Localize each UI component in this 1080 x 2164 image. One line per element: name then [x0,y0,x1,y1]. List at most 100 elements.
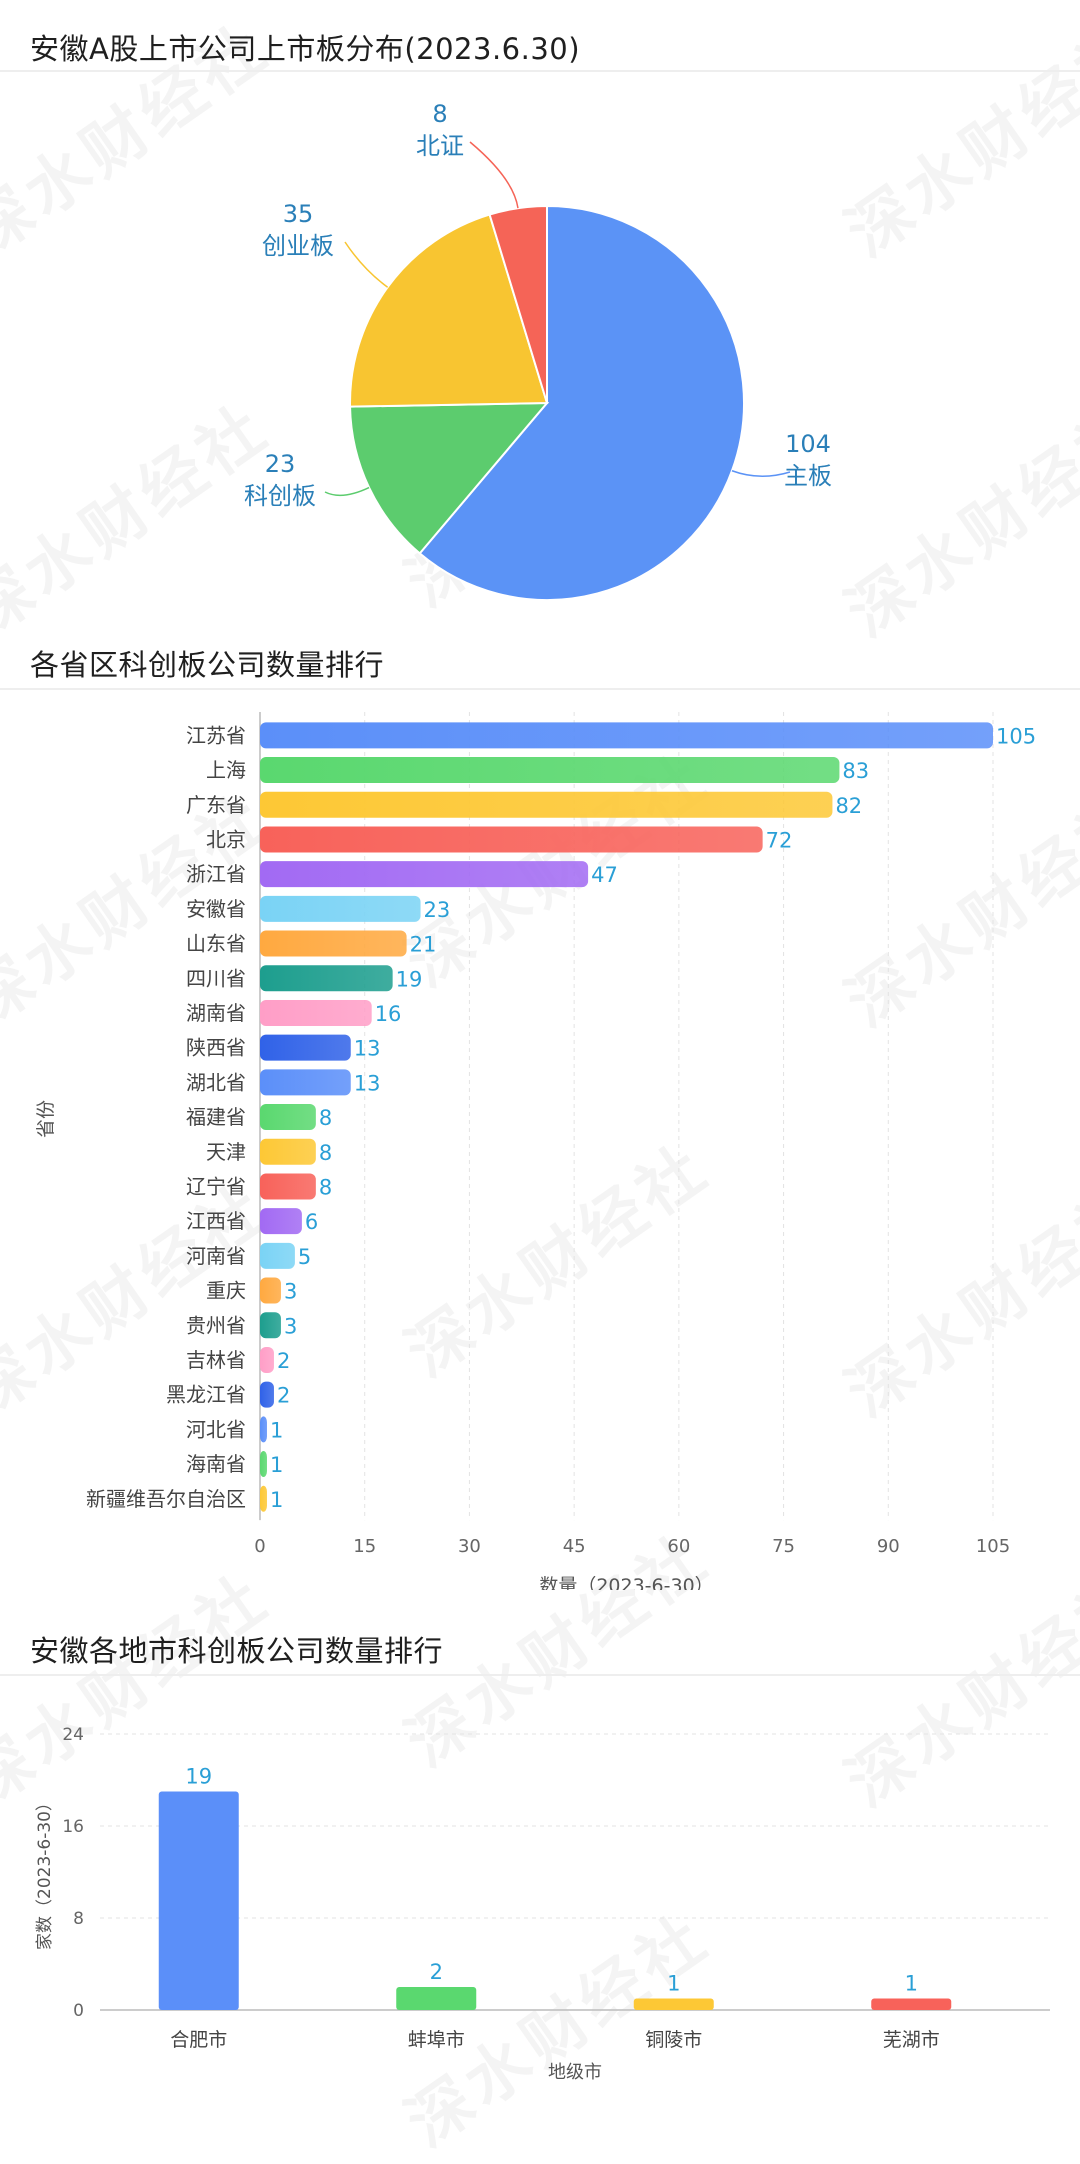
bar-value-label: 1 [270,1418,283,1442]
bar [260,1346,274,1373]
bar [260,1104,316,1131]
y-tick-label: 新疆维吾尔自治区 [86,1487,246,1511]
bar-value-label: 82 [835,794,862,818]
pie-leader-line [324,486,370,497]
pie-leader-line [731,470,791,477]
bar [260,895,421,922]
x-tick-label: 45 [563,1536,586,1557]
y-tick-label: 陕西省 [186,1036,246,1060]
x-tick-label: 30 [458,1536,481,1557]
bar-value-label: 13 [354,1037,381,1061]
x-tick-label: 15 [353,1536,376,1557]
y-tick-label: 江西省 [186,1209,246,1233]
bar [260,791,833,818]
bar-value-label: 3 [284,1280,297,1304]
y-tick-label: 四川省 [186,966,246,990]
y-tick-label: 湖北省 [186,1070,246,1094]
divider [0,688,1080,690]
pie-category-label: 科创板 [244,482,316,510]
pie-slice-3 [488,204,548,404]
pie-leader-line [469,141,519,209]
bar [260,930,407,957]
bar [260,1069,351,1096]
bar-value-label: 8 [319,1175,332,1199]
y-tick-label: 海南省 [186,1452,246,1476]
bar [260,1416,267,1443]
bar [260,1208,302,1235]
bar-value-label: 1 [270,1453,283,1477]
bar [260,861,589,888]
bar-value-label: 72 [766,828,793,852]
bar [260,1485,267,1512]
bar-value-label: 2 [430,1960,443,1984]
y-tick-label: 8 [73,1909,84,1929]
y-tick-label: 16 [62,1817,84,1837]
bar-value-label: 2 [277,1384,290,1408]
bar [260,1173,316,1200]
x-tick-label: 105 [976,1536,1010,1557]
bar-value-label: 19 [185,1765,212,1789]
pie-slice-0 [418,204,745,601]
y-tick-label: 湖南省 [186,1001,246,1025]
bar-value-label: 3 [284,1314,297,1338]
y-tick-label: 广东省 [186,793,246,817]
y-tick-label: 浙江省 [186,862,246,886]
bar [260,965,393,992]
y-tick-label: 重庆 [206,1279,246,1303]
province-bar-chart-title: 各省区科创板公司数量排行 [30,648,385,682]
y-tick-label: 0 [73,2001,84,2021]
y-tick-label: 河北省 [186,1417,246,1441]
y-tick-label: 24 [62,1725,84,1745]
bar [260,722,993,749]
pie-category-label: 创业板 [262,232,334,260]
y-tick-label: 江苏省 [186,723,246,747]
bar [260,1381,274,1408]
x-tick-label: 75 [772,1536,795,1557]
pie-slice-2 [349,213,549,408]
bar [871,1998,952,2010]
bar [260,1242,295,1269]
bar [158,1791,239,2010]
divider [0,1674,1080,1676]
bar-value-label: 16 [375,1002,402,1026]
x-tick-label: 90 [877,1536,900,1557]
pie-value-label: 23 [265,450,296,478]
bar-value-label: 1 [667,1972,680,1996]
bar-value-label: 83 [842,759,869,783]
bar-value-label: 2 [277,1349,290,1373]
pie-leader-line [344,241,389,288]
bar [396,1987,477,2010]
pie-value-label: 35 [283,200,314,228]
bar-value-label: 21 [410,933,437,957]
pie-slice-1 [349,401,550,555]
x-tick-label: 60 [667,1536,690,1557]
y-axis-title: 家数（2023-6-30） [35,1794,55,1950]
bar-value-label: 5 [298,1245,311,1269]
y-tick-label: 河南省 [186,1244,246,1268]
x-tick-label: 0 [254,1536,265,1557]
y-axis-title: 省份 [35,1100,57,1138]
y-tick-label: 上海 [206,758,246,782]
bar [260,1451,267,1478]
y-tick-label: 山东省 [186,932,246,956]
bar-value-label: 1 [270,1488,283,1512]
bar [260,1034,351,1061]
x-tick-label: 芜湖市 [883,2029,940,2051]
bar-value-label: 47 [591,863,618,887]
y-tick-label: 黑龙江省 [166,1383,246,1407]
bar-value-label: 19 [396,967,423,991]
x-tick-label: 蚌埠市 [408,2029,465,2051]
bar-value-label: 8 [319,1106,332,1130]
bar-value-label: 13 [354,1071,381,1095]
y-tick-label: 天津 [206,1140,246,1164]
city-bar-chart-title: 安徽各地市科创板公司数量排行 [30,1634,444,1668]
pie-category-label: 北证 [416,132,464,160]
pie-value-label: 104 [785,430,831,458]
y-tick-label: 贵州省 [186,1313,246,1337]
bar-value-label: 105 [996,724,1036,748]
y-tick-label: 北京 [206,827,246,851]
bar-value-label: 8 [319,1141,332,1165]
bar [260,1138,316,1165]
